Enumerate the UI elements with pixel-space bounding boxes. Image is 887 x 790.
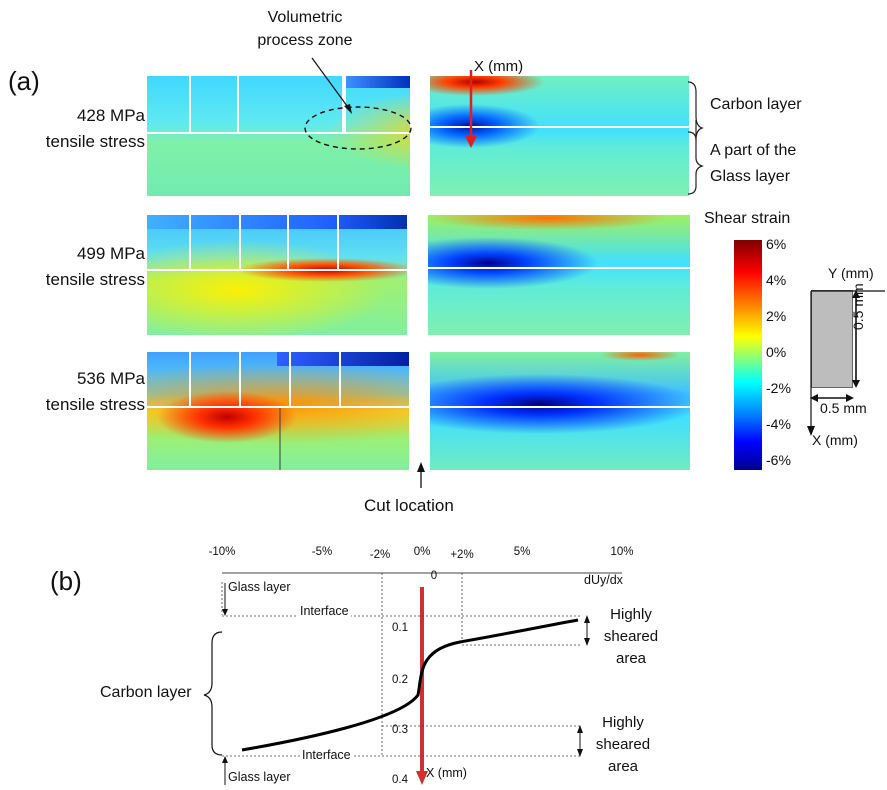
top-tick-label: -2% bbox=[369, 549, 391, 561]
top-tick-label: 5% bbox=[513, 546, 531, 558]
stress-type: tensile stress bbox=[45, 132, 145, 151]
stress-value: 536 MPa bbox=[76, 369, 145, 388]
stress-label-536: 536 MPa tensile stress bbox=[0, 366, 145, 418]
glass-layer-top: Glass layer bbox=[228, 580, 291, 594]
axis-dUy-dx: dUy/dx bbox=[584, 573, 623, 587]
strain-map-536-right bbox=[430, 352, 690, 470]
process-zone-pointer bbox=[311, 57, 351, 111]
panel-b-plot bbox=[203, 572, 622, 785]
colorbar-tick: -2% bbox=[766, 380, 791, 396]
interface-top: Interface bbox=[298, 604, 351, 618]
stress-type: tensile stress bbox=[45, 270, 145, 289]
depth-tick-label: 0.2 bbox=[392, 674, 408, 686]
panel-a-overlay bbox=[304, 57, 477, 488]
colorbar-tick: 0% bbox=[766, 344, 787, 360]
colorbar-tick: 4% bbox=[766, 272, 787, 288]
depth-x-label: X (mm) bbox=[426, 766, 467, 780]
depth-tick-label: 0.1 bbox=[392, 622, 408, 634]
colorbar-title: Shear strain bbox=[704, 210, 791, 227]
top-tick-label: 0% bbox=[413, 546, 431, 558]
stress-value: 499 MPa bbox=[76, 244, 145, 263]
sheared-top: Highly sheared area bbox=[603, 606, 659, 667]
specimen-square bbox=[811, 290, 853, 388]
panel-b-label: (b) bbox=[50, 566, 82, 596]
depth-tick-label: 0.3 bbox=[392, 724, 408, 736]
sketch-width-label: 0.5 mm bbox=[820, 400, 867, 416]
top-tick-label: +2% bbox=[450, 549, 474, 561]
sketch-axes bbox=[807, 290, 885, 436]
process-zone-ellipse bbox=[304, 106, 412, 150]
guide-lines bbox=[221, 573, 582, 757]
strain-curve bbox=[241, 618, 579, 752]
stress-type: tensile stress bbox=[45, 395, 145, 414]
sheared-bottom: Highly sheared area bbox=[595, 714, 651, 775]
sketch-height-label: 0.5 mm bbox=[850, 283, 866, 330]
process-zone-label: Volumetric process zone bbox=[257, 9, 353, 49]
colorbar bbox=[734, 240, 762, 470]
carbon-layer-b: Carbon layer bbox=[100, 684, 192, 701]
top-tick-label: -10% bbox=[208, 546, 236, 558]
layer-brackets bbox=[687, 81, 704, 195]
glass-layer-bottom: Glass layer bbox=[228, 770, 291, 784]
colorbar-tick: -4% bbox=[766, 416, 791, 432]
stress-label-499: 499 MPa tensile stress bbox=[0, 241, 145, 293]
top-tick-label: -5% bbox=[311, 546, 333, 558]
sketch-y-label: Y (mm) bbox=[828, 265, 874, 281]
colorbar-tick: 2% bbox=[766, 308, 787, 324]
depth-tick-label: 0.4 bbox=[392, 774, 408, 786]
colorbar-tick: -6% bbox=[766, 452, 791, 468]
interface-bottom: Interface bbox=[300, 748, 353, 762]
stress-label-428: 428 MPa tensile stress bbox=[0, 103, 145, 155]
depth-tick-label: 0 bbox=[430, 570, 438, 582]
panel-a-label: (a) bbox=[8, 66, 40, 96]
strain-map-536-left bbox=[147, 352, 409, 470]
strain-map-499-left bbox=[147, 215, 407, 335]
colorbar-tick: 6% bbox=[766, 236, 787, 252]
top-tick-label: 10% bbox=[610, 546, 634, 558]
stress-value: 428 MPa bbox=[76, 106, 145, 125]
glass-layer-label: A part of the Glass layer bbox=[710, 142, 797, 185]
carbon-brace bbox=[203, 631, 223, 756]
strain-map-428-left bbox=[147, 76, 410, 196]
x-axis-annotation: X (mm) bbox=[474, 58, 524, 75]
sketch-x-label: X (mm) bbox=[812, 432, 858, 448]
cut-location-label: Cut location bbox=[364, 496, 454, 515]
carbon-layer-label: Carbon layer bbox=[710, 96, 802, 113]
strain-map-499-right bbox=[428, 215, 690, 335]
